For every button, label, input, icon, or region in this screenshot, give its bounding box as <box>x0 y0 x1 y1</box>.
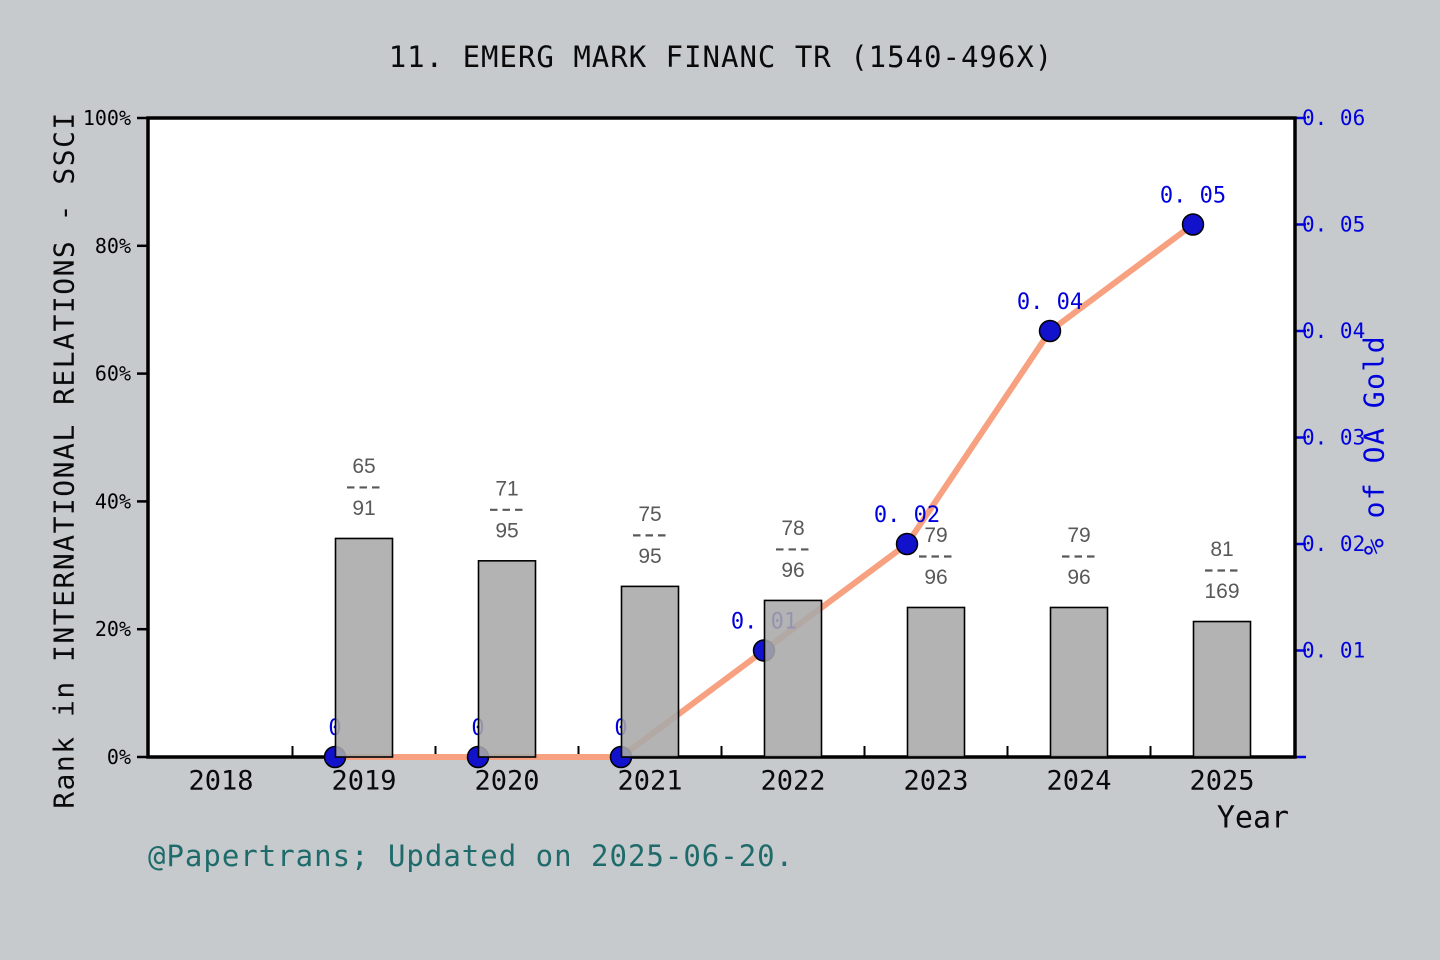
bar-2023 <box>906 606 966 758</box>
rank-numerator-2020: 71 <box>495 477 518 500</box>
left-tick-label: 40% <box>95 489 131 513</box>
rank-denominator-2023: 96 <box>924 566 947 589</box>
x-tick-label-2024: 2024 <box>1046 766 1111 797</box>
right-tick-label: 0. 04 <box>1302 319 1365 343</box>
left-tick-label: 100% <box>83 106 131 130</box>
chart-title: 11. EMERG MARK FINANC TR (1540-496X) <box>388 40 1054 74</box>
rank-denominator-2022: 96 <box>781 559 804 582</box>
left-tick-label: 20% <box>95 617 131 641</box>
x-tick-label-2023: 2023 <box>903 766 968 797</box>
left-tick-label: 0% <box>107 745 131 769</box>
rank-numerator-2019: 65 <box>352 455 375 478</box>
marker-2024 <box>1038 319 1062 343</box>
x-tick-label-2018: 2018 <box>188 766 253 797</box>
x-tick-label-2021: 2021 <box>617 766 682 797</box>
x-tick-label-2019: 2019 <box>331 766 396 797</box>
right-tick-label: 0. 02 <box>1302 532 1365 556</box>
right-tick-label: 0. 06 <box>1302 106 1365 130</box>
rank-denominator-2021: 95 <box>638 545 661 568</box>
plot-border <box>146 116 1297 759</box>
rank-denominator-2019: 91 <box>352 497 375 520</box>
rank-numerator-2024: 79 <box>1067 524 1090 547</box>
left-tick-label: 60% <box>95 362 131 386</box>
right-tick-label: 0. 03 <box>1302 426 1365 450</box>
marker-label-2023: 0. 02 <box>874 503 940 528</box>
bar-2022 <box>763 599 823 758</box>
rank-numerator-2025: 81 <box>1210 538 1233 561</box>
plot-area <box>148 118 1295 757</box>
bar-2021 <box>620 585 680 758</box>
marker-2025 <box>1181 213 1205 236</box>
x-axis-title: Year <box>1216 800 1290 836</box>
bar-2020 <box>477 560 537 758</box>
rank-numerator-2021: 75 <box>638 503 661 526</box>
bar-2024 <box>1049 606 1109 758</box>
x-tick-label-2022: 2022 <box>760 766 825 797</box>
marker-2023 <box>895 532 919 556</box>
rank-denominator-2024: 96 <box>1067 566 1090 589</box>
bar-2019 <box>334 537 394 758</box>
watermark-text: @Papertrans; Updated on 2025-06-20. <box>148 839 795 873</box>
marker-label-2025: 0. 05 <box>1160 184 1226 209</box>
right-tick-label: 0. 01 <box>1302 639 1365 663</box>
right-tick-label: 0. 05 <box>1302 213 1365 237</box>
rank-denominator-2020: 95 <box>495 519 518 542</box>
x-tick-label-2020: 2020 <box>474 766 539 797</box>
rank-denominator-2025: 169 <box>1204 580 1239 603</box>
rank-numerator-2022: 78 <box>781 517 804 540</box>
rank-numerator-2023: 79 <box>924 524 947 547</box>
left-tick-label: 80% <box>95 234 131 258</box>
bar-2025 <box>1192 620 1252 758</box>
x-tick-label-2025: 2025 <box>1189 766 1254 797</box>
marker-label-2024: 0. 04 <box>1017 290 1083 315</box>
